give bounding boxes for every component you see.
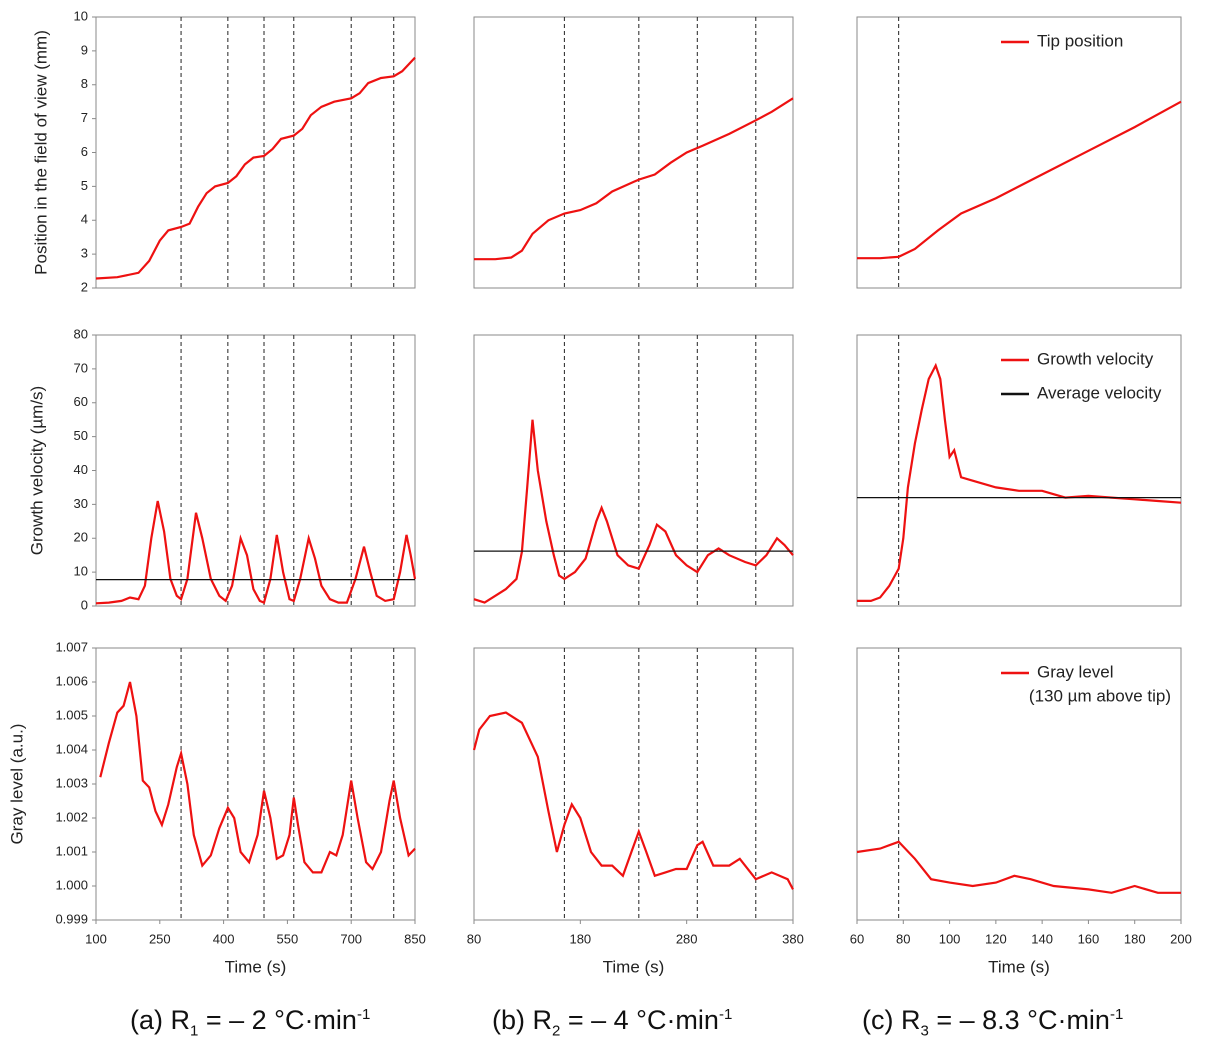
data-line (857, 100, 1182, 260)
x-tick-label: 250 (149, 931, 171, 946)
x-tick-label: 700 (340, 931, 362, 946)
x-axis-label: Time (s) (603, 957, 665, 976)
data-line (856, 840, 1181, 894)
x-tick-label: 550 (277, 931, 299, 946)
x-tick-label: 160 (1078, 931, 1100, 946)
y-tick-label: 0 (81, 597, 88, 612)
data-line (99, 681, 416, 874)
y-tick-label: 8 (81, 76, 88, 91)
caption-sub: 3 (920, 1022, 929, 1040)
y-tick-label: 0.999 (55, 911, 88, 926)
y-tick-label: 10 (74, 8, 88, 23)
data-line (95, 500, 417, 605)
y-tick-label: 1.002 (55, 809, 88, 824)
plot-frame (95, 334, 416, 607)
plot-frame (473, 334, 794, 607)
data-line (95, 56, 416, 280)
x-tick-label: 120 (985, 931, 1007, 946)
x-tick-label: 850 (404, 931, 426, 946)
legend: Tip position (1001, 31, 1123, 50)
y-tick-label: 10 (74, 564, 88, 579)
y-tick-label: 1.004 (55, 741, 88, 756)
caption-text: = – 2 °C·min (198, 1005, 357, 1035)
plot-frame (473, 16, 794, 289)
caption-text: = – 8.3 °C·min (928, 1005, 1110, 1035)
x-tick-label: 380 (782, 931, 804, 946)
caption-sub: 2 (552, 1022, 561, 1040)
y-tick-label: 70 (74, 360, 88, 375)
data-line (472, 711, 794, 890)
legend-label: Gray level (1037, 662, 1114, 681)
plot-frame (856, 16, 1182, 289)
legend-label: Growth velocity (1037, 349, 1154, 368)
x-tick-label: 180 (569, 931, 591, 946)
caption: (a) R1 = – 2 °C·min-1 (130, 1005, 370, 1039)
caption-sup: -1 (356, 1006, 371, 1023)
plot-frame (856, 334, 1182, 607)
y-tick-label: 1.007 (55, 639, 88, 654)
y-axis-label: Growth velocity (µm/s) (27, 386, 46, 555)
legend-label: Tip position (1037, 31, 1123, 50)
y-tick-label: 1.006 (55, 673, 88, 688)
x-tick-label: 80 (896, 931, 910, 946)
y-tick-label: 50 (74, 428, 88, 443)
plot-frame (473, 647, 794, 921)
legend-note: (130 µm above tip) (1029, 686, 1171, 705)
y-tick-label: 9 (81, 42, 88, 57)
caption-text: = – 4 °C·min (560, 1005, 719, 1035)
y-tick-label: 60 (74, 394, 88, 409)
legend-label: Average velocity (1037, 383, 1162, 402)
y-axis-label: Gray level (a.u.) (7, 724, 26, 845)
x-tick-label: 400 (213, 931, 235, 946)
x-tick-label: 100 (939, 931, 961, 946)
y-tick-label: 1.001 (55, 843, 88, 858)
x-tick-label: 60 (850, 931, 864, 946)
y-tick-label: 3 (81, 246, 88, 261)
y-tick-label: 1.000 (55, 877, 88, 892)
data-line (474, 97, 794, 261)
y-tick-label: 1.005 (55, 707, 88, 722)
plot-frame (856, 647, 1182, 921)
legend: Gray level (130 µm above tip) (1001, 662, 1171, 705)
x-tick-label: 80 (467, 931, 481, 946)
x-tick-label: 140 (1031, 931, 1053, 946)
y-tick-label: 4 (81, 212, 88, 227)
y-tick-label: 80 (74, 326, 88, 341)
caption-sup: -1 (1109, 1006, 1124, 1023)
y-axis-label: Position in the field of view (mm) (31, 30, 50, 275)
y-tick-label: 20 (74, 530, 88, 545)
caption: (b) R2 = – 4 °C·min-1 (492, 1005, 732, 1039)
y-tick-label: 5 (81, 178, 88, 193)
legend: Growth velocity Average velocity (1001, 349, 1162, 402)
plot-frame (95, 647, 416, 921)
x-axis-label: Time (s) (225, 957, 287, 976)
y-tick-label: 6 (81, 144, 88, 159)
y-tick-label: 40 (74, 462, 88, 477)
x-tick-label: 180 (1124, 931, 1146, 946)
x-axis-label: Time (s) (988, 957, 1050, 976)
x-tick-label: 280 (676, 931, 698, 946)
caption-text: (c) R (862, 1005, 921, 1035)
y-tick-label: 30 (74, 496, 88, 511)
caption: (c) R3 = – 8.3 °C·min-1 (862, 1005, 1123, 1039)
x-tick-label: 100 (85, 931, 107, 946)
y-tick-label: 2 (81, 279, 88, 294)
data-line (857, 362, 1182, 602)
caption-sub: 1 (190, 1022, 199, 1040)
chart-grid: 2 3 4 5 6 7 8 9 10 Position in the field of view … (7, 8, 1192, 976)
y-tick-label: 7 (81, 110, 88, 125)
x-tick-label: 200 (1170, 931, 1192, 946)
caption-sup: -1 (718, 1006, 733, 1023)
data-line (473, 419, 794, 604)
caption-text: (b) R (492, 1005, 552, 1035)
y-tick-label: 1.003 (55, 775, 88, 790)
plot-frame (95, 16, 416, 289)
caption-text: (a) R (130, 1005, 190, 1035)
